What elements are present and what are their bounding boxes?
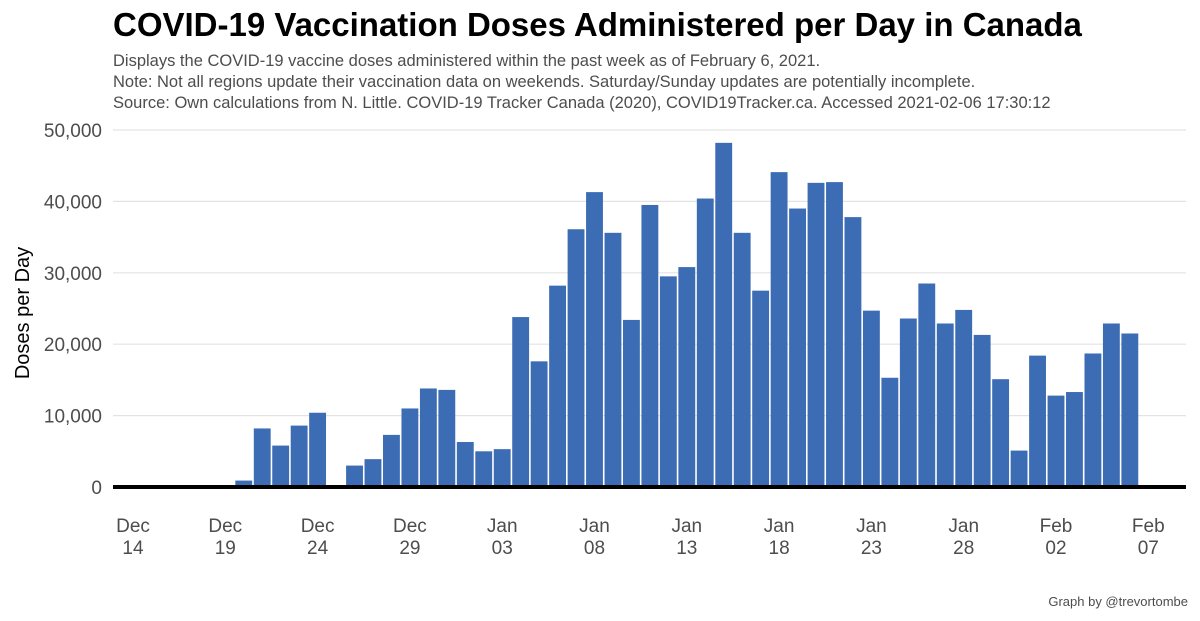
bar — [715, 142, 733, 487]
bar — [1047, 395, 1065, 487]
x-tick-label-day: 19 — [215, 538, 236, 559]
bars — [235, 142, 1139, 488]
bar — [622, 319, 640, 487]
bar — [955, 309, 973, 487]
x-tick-label-month: Jan — [856, 516, 887, 537]
bar — [235, 480, 253, 487]
x-tick-label-day: 08 — [584, 538, 605, 559]
bar — [659, 276, 677, 487]
bar — [844, 217, 862, 488]
bar — [1084, 353, 1102, 487]
bar — [733, 232, 751, 487]
x-tick-label-day: 02 — [1045, 538, 1066, 559]
bar — [752, 290, 770, 487]
x-tick-label-month: Feb — [1132, 516, 1165, 537]
x-tick-label-day: 14 — [122, 538, 144, 559]
x-tick-label-month: Feb — [1040, 516, 1073, 537]
chart-subtitle-line-2: Note: Not all regions update their vacci… — [113, 73, 976, 91]
x-tick-label-month: Dec — [393, 516, 427, 537]
x-tick-label-month: Jan — [671, 516, 702, 537]
bar — [992, 379, 1010, 487]
bar — [419, 388, 437, 487]
bar — [1102, 323, 1120, 487]
bar — [1121, 333, 1139, 487]
bar — [936, 323, 954, 487]
bar — [493, 449, 511, 487]
x-tick-label-day: 07 — [1138, 538, 1159, 559]
graph-credit: Graph by @trevortombe — [1048, 594, 1188, 609]
bar — [549, 285, 567, 487]
y-tick-label: 40,000 — [44, 192, 102, 213]
axes: 010,00020,00030,00040,00050,000Dec14Dec1… — [44, 121, 1186, 559]
bar — [438, 389, 456, 487]
x-tick-label-month: Dec — [301, 516, 335, 537]
bar — [807, 182, 825, 487]
bar — [530, 361, 548, 487]
x-tick-label-month: Dec — [116, 516, 150, 537]
bar — [1066, 392, 1083, 487]
x-tick-label-month: Jan — [764, 516, 795, 537]
x-tick-label-day: 03 — [492, 538, 513, 559]
bar — [604, 232, 622, 487]
chart-subtitle-line-3: Source: Own calculations from N. Little.… — [113, 94, 1051, 112]
bar — [678, 267, 696, 487]
y-axis-label: Doses per Day — [12, 247, 34, 379]
bar — [586, 192, 603, 487]
y-tick-label: 50,000 — [44, 121, 102, 142]
bar — [862, 310, 880, 487]
bar — [272, 445, 290, 487]
x-tick-label-day: 29 — [399, 538, 420, 559]
y-tick-label: 10,000 — [44, 407, 102, 428]
x-tick-label-month: Dec — [208, 516, 242, 537]
bar — [1029, 355, 1046, 487]
x-tick-label-month: Jan — [948, 516, 979, 537]
bar — [899, 318, 917, 487]
bar — [290, 425, 308, 487]
bar — [346, 465, 363, 487]
chart-subtitle-line-1: Displays the COVID-19 vaccine doses admi… — [113, 52, 821, 70]
x-tick-label-day: 18 — [769, 538, 790, 559]
x-tick-label-day: 23 — [861, 538, 882, 559]
bar — [789, 208, 806, 488]
bar — [383, 434, 400, 487]
bar — [475, 451, 493, 487]
bar — [826, 182, 843, 487]
bar — [918, 283, 936, 487]
bar — [1010, 450, 1028, 487]
chart-title: COVID-19 Vaccination Doses Administered … — [113, 6, 1082, 43]
x-tick-label-day: 24 — [307, 538, 329, 559]
y-tick-label: 30,000 — [44, 264, 102, 285]
bar — [364, 459, 382, 487]
bar — [253, 428, 271, 487]
y-tick-label: 20,000 — [44, 335, 102, 356]
x-tick-label-month: Jan — [487, 516, 518, 537]
x-tick-label-month: Jan — [579, 516, 610, 537]
y-tick-label: 0 — [91, 478, 102, 499]
x-tick-label-day: 28 — [953, 538, 974, 559]
bar — [881, 377, 899, 487]
bar — [770, 172, 788, 487]
bar — [696, 198, 714, 488]
bar — [973, 334, 991, 487]
bar — [456, 442, 474, 487]
bar — [641, 204, 659, 487]
bar — [401, 408, 419, 487]
bar — [512, 317, 530, 487]
x-tick-label-day: 13 — [676, 538, 697, 559]
bar — [309, 412, 327, 487]
bar — [567, 229, 585, 487]
